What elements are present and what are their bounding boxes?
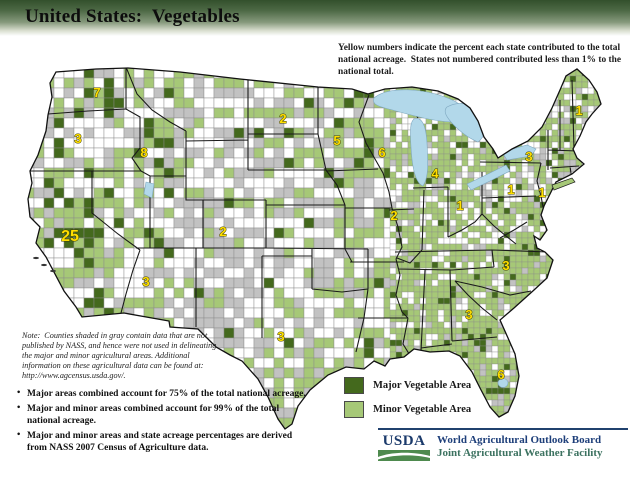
bullet-major-minor-areas: Major and minor areas combined account f… [16,403,308,427]
title-bar [0,0,630,36]
long-island [551,177,576,191]
minor-area-swatch [344,401,364,418]
footer-org-line2: Joint Agricultural Weather Facility [437,447,603,460]
state-percentage-label-WA: 7 [93,85,100,100]
state-percentage-label-NY: 3 [525,149,532,164]
usda-footer: USDA World Agricultural Outlook Board Jo… [378,428,628,467]
channel-island [41,263,47,267]
usda-logo-text: USDA [382,433,426,449]
acreage-bullet-list: Major areas combined account for 75% of … [16,388,308,458]
state-percentage-label-AZ: 3 [142,274,149,289]
state-percentage-label-OR: 3 [74,131,81,146]
state-borders [29,68,580,358]
usda-logo-swoosh-icon [378,450,430,461]
legend-row-minor: Minor Vegetable Area [344,401,471,418]
footer-org-line1: World Agricultural Outlook Board [437,434,602,446]
state-percentage-label-CA: 25 [61,228,79,245]
usda-logo: USDA [378,434,430,467]
channel-island [50,269,56,273]
nass-gray-counties-note: Note: Counties shaded in gray contain da… [22,331,219,380]
state-percentage-label-CO: 2 [219,224,226,239]
state-percentage-label-MI: 4 [431,166,439,181]
footer-org-block: World Agricultural Outlook Board Joint A… [437,434,603,460]
bullet-data-source: Major and minor areas and state acreage … [16,430,308,454]
state-percentage-label-ID: 8 [140,145,147,160]
major-area-label: Major Vegetable Area [373,380,472,391]
state-percentage-label-NJ: 1 [538,185,545,200]
state-percentage-label-OH: 1 [456,198,463,213]
major-area-swatch [344,377,364,394]
us-outline [27,67,602,430]
state-percentage-label-ND: 2 [279,111,286,126]
map-legend: Major Vegetable Area Minor Vegetable Are… [344,377,471,425]
state-percentage-label-PA: 1 [507,182,514,197]
bullet-major-areas: Major areas combined account for 75% of … [16,388,308,400]
state-percentage-label-IL: 2 [390,208,397,223]
state-percentage-label-TX: 3 [277,329,284,344]
state-percentage-label-WI: 6 [378,145,385,160]
legend-row-major: Major Vegetable Area [344,377,471,394]
state-percentage-label-MN: 5 [333,133,340,148]
state-percentage-label-GA: 3 [465,307,472,322]
map-land-layer [28,68,601,429]
state-percentage-label-ME: 1 [575,103,582,118]
state-percentage-label-FL: 6 [497,367,504,382]
yellow-numbers-annotation: Yellow numbers indicate the percent each… [338,43,624,78]
channel-island [33,256,39,260]
state-percentage-label-NC: 3 [502,258,509,273]
lake-okeechobee [497,378,509,388]
page-title: United States: Vegetables [25,6,240,27]
minor-area-label: Minor Vegetable Area [373,404,472,415]
